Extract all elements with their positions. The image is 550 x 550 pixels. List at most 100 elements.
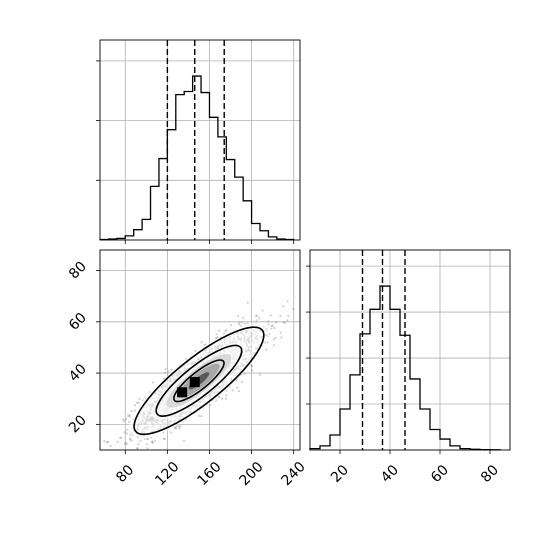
scatter-point: [126, 428, 129, 431]
contour-middle: [155, 344, 243, 417]
scatter-point: [137, 401, 140, 404]
histogram-1-quantile-lines: [166, 40, 225, 240]
scatter-point: [177, 425, 180, 428]
scatter-point: [216, 335, 219, 339]
scatter-point: [266, 341, 269, 344]
scatter-point: [167, 370, 170, 373]
scatter-point: [242, 316, 245, 319]
scatter-point: [128, 413, 131, 417]
scatter-point: [272, 344, 275, 347]
scatter-point: [246, 322, 249, 325]
scatter-point: [151, 440, 154, 443]
scatter-point: [282, 305, 285, 308]
scatter-point: [182, 439, 186, 442]
scatter-point: [243, 322, 246, 325]
scatter-point: [135, 401, 139, 405]
scatter-point: [200, 415, 203, 418]
scatter-point: [139, 439, 142, 442]
scatter-point: [146, 447, 149, 450]
scatter-point: [125, 417, 128, 420]
scatter-point: [238, 321, 241, 324]
scatter-point: [151, 381, 154, 384]
scatter-point: [283, 321, 286, 324]
scatter-point: [282, 321, 285, 324]
scatter-point: [129, 438, 132, 441]
scatter-point: [240, 321, 244, 324]
histogram-variable-2: [306, 249, 511, 454]
scatter-point: [236, 314, 240, 318]
scatter-point: [292, 307, 295, 311]
scatter-point: [174, 427, 178, 430]
scatter-point: [256, 314, 259, 317]
scatter-point: [153, 439, 157, 442]
density-peak-cell: [189, 377, 200, 388]
joint-frame: [99, 249, 301, 451]
scatter-point: [119, 436, 122, 439]
joint-density-panel: [96, 249, 301, 454]
scatter-point: [273, 326, 276, 330]
scatter-point: [164, 371, 167, 374]
scatter-point: [286, 319, 289, 322]
scatter-point: [246, 301, 249, 304]
scatter-point: [269, 314, 272, 317]
density-contours: [133, 326, 265, 436]
scatter-point: [164, 367, 167, 371]
scatter-point: [279, 314, 282, 317]
scatter-point: [136, 447, 139, 450]
density-peak-cell: [177, 387, 188, 398]
scatter-point: [127, 414, 130, 417]
scatter-point: [203, 343, 206, 346]
histogram-2-ticks: [306, 265, 491, 454]
scatter-point: [267, 323, 270, 326]
scatter-point: [198, 414, 201, 417]
scatter-point: [150, 440, 154, 444]
scatter-point: [106, 440, 110, 443]
scatter-point: [125, 432, 129, 435]
scatter-point: [250, 365, 254, 368]
scatter-point: [209, 403, 212, 407]
scatter-point: [265, 348, 268, 351]
scatter-point: [137, 443, 140, 446]
scatter-point: [231, 389, 234, 392]
scatter-point: [267, 320, 270, 323]
scatter-point: [162, 437, 166, 441]
scatter-point: [130, 410, 133, 413]
scatter-point: [122, 419, 125, 422]
histogram-1-frame: [99, 39, 301, 241]
scatter-point: [123, 442, 126, 446]
scatter-point: [103, 440, 106, 443]
scatter-point: [286, 300, 289, 303]
scatter-point: [254, 314, 258, 317]
scatter-point: [280, 336, 283, 339]
scatter-point: [170, 431, 173, 434]
contour-inner: [173, 359, 225, 403]
contour-outer: [133, 326, 265, 436]
histogram-1-steps: [99, 75, 295, 241]
scatter-point: [259, 373, 262, 376]
scatter-point: [225, 328, 228, 332]
scatter-point: [128, 415, 132, 418]
scatter-point: [215, 333, 218, 336]
scatter-point: [229, 324, 233, 327]
scatter-point: [105, 441, 108, 444]
scatter-point: [261, 309, 264, 312]
scatter-point: [146, 437, 149, 441]
scatter-point: [133, 409, 136, 412]
scatter-point: [287, 314, 290, 317]
joint-ticks: [96, 270, 295, 454]
scatter-point: [243, 372, 246, 375]
scatter-point: [258, 317, 261, 320]
scatter-point: [179, 425, 182, 428]
scatter-point: [125, 442, 128, 446]
scatter-point: [240, 381, 244, 384]
scatter-point: [224, 397, 228, 400]
scatter-point: [133, 404, 137, 407]
scatter-point: [136, 446, 139, 450]
scatter-point: [151, 441, 154, 445]
scatter-point: [225, 394, 228, 397]
scatter-point: [270, 324, 273, 328]
scatter-point: [163, 437, 166, 440]
scatter-point: [130, 439, 133, 442]
scatter-point: [120, 436, 123, 440]
scatter-point: [238, 389, 241, 393]
